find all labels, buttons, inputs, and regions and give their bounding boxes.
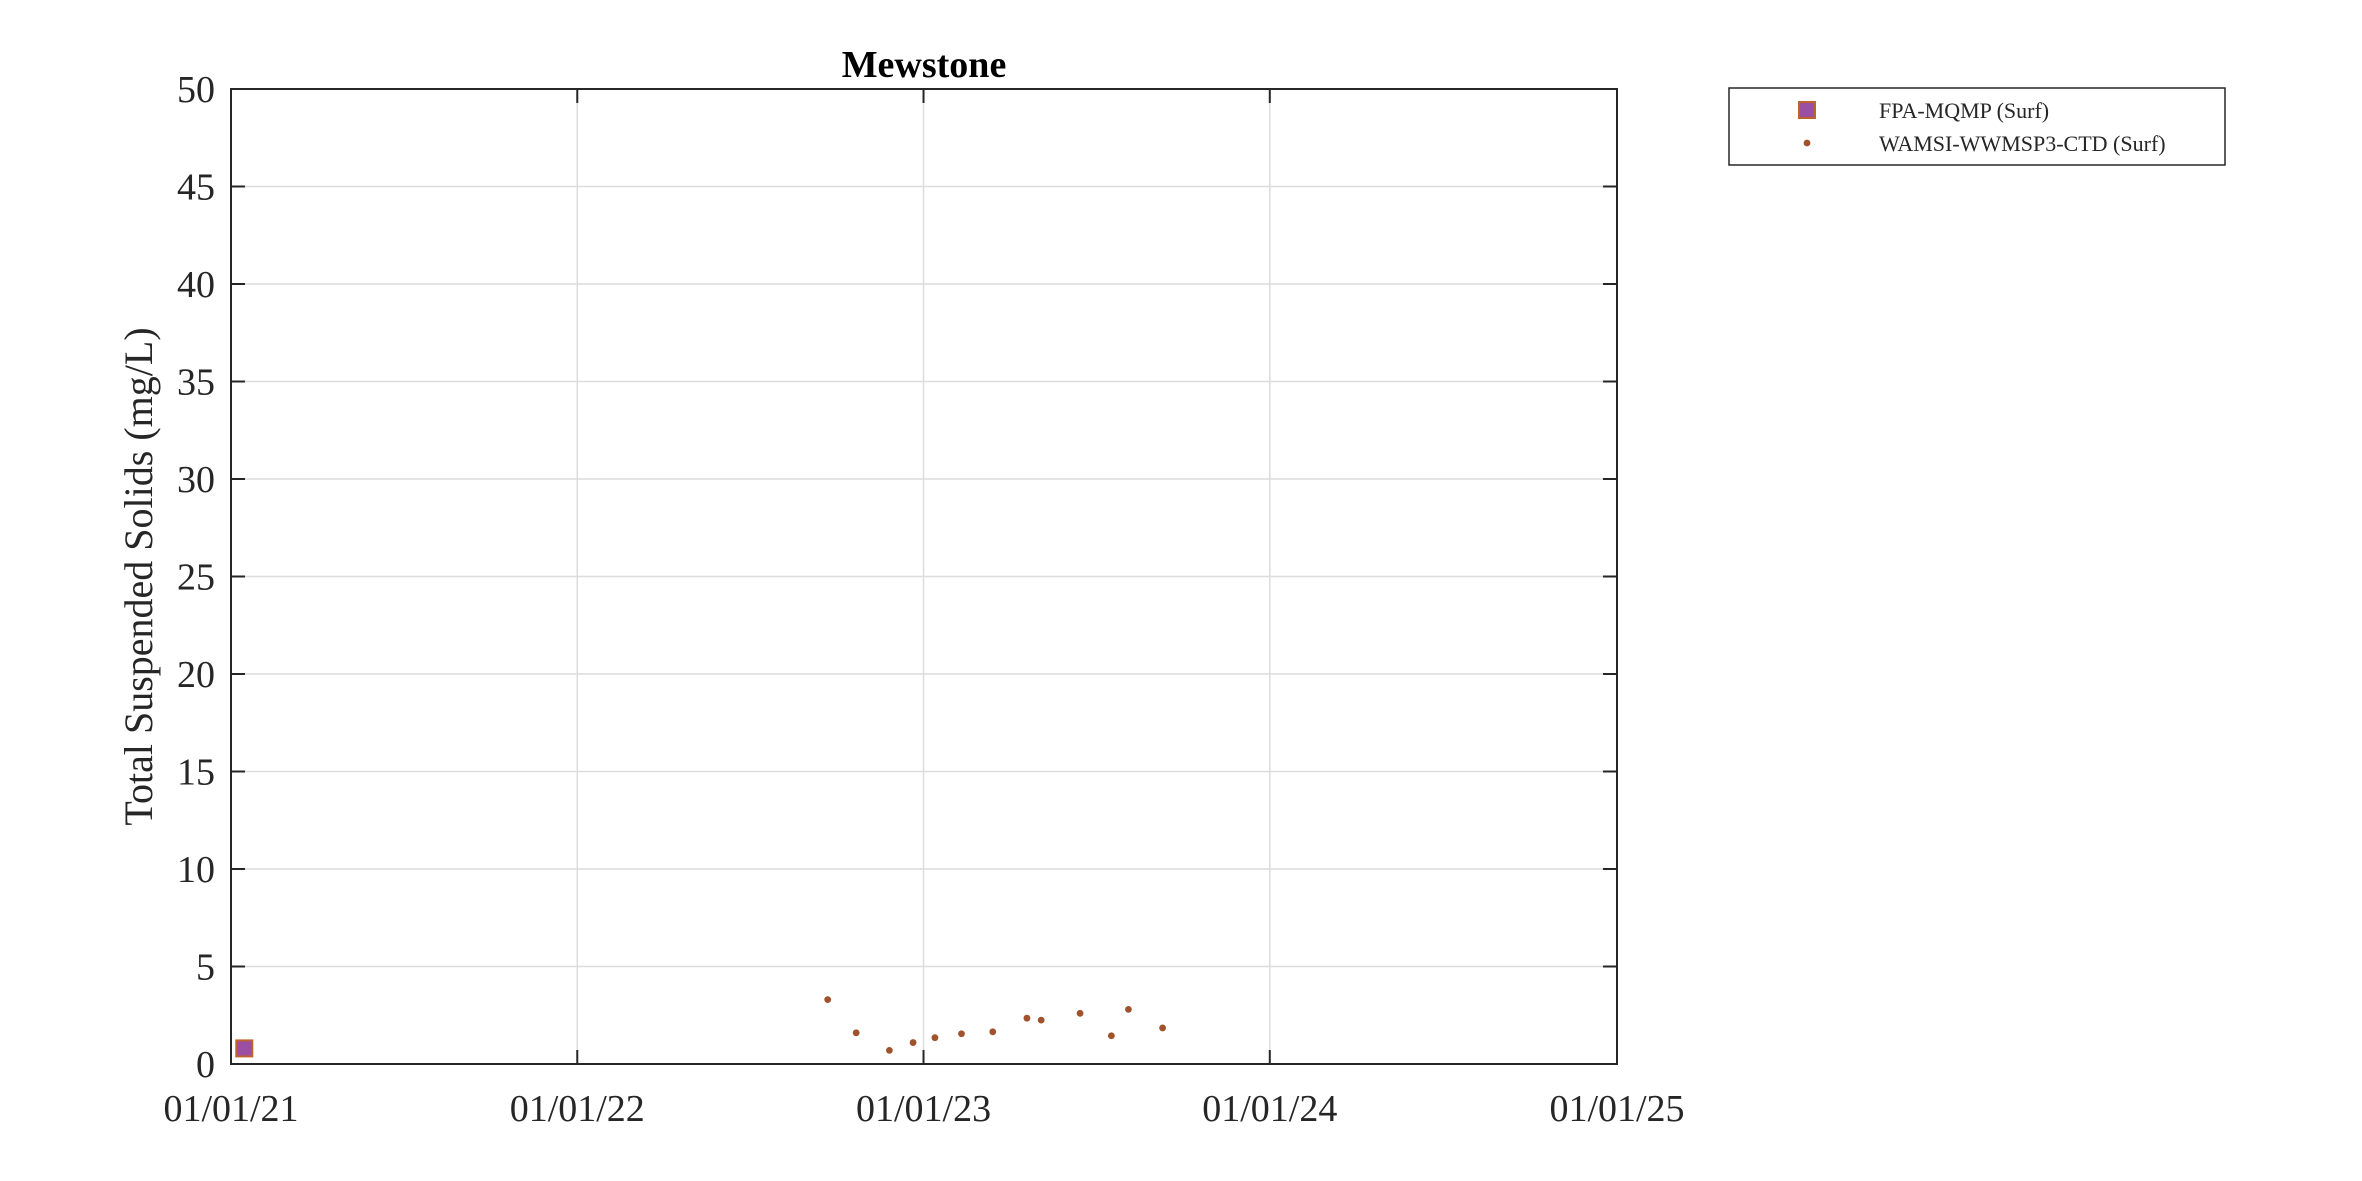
y-tick-label: 30 [177, 459, 215, 501]
legend-item: FPA-MQMP (Surf) [1798, 98, 2049, 123]
data-point [852, 1029, 860, 1037]
data-point [909, 1039, 917, 1046]
series-2 [824, 996, 1166, 1054]
y-axis-label: Total Suspended Solids (mg/L) [116, 327, 161, 825]
y-tick-label: 25 [177, 557, 215, 599]
plot-frame [230, 88, 1618, 1065]
y-tick-label: 35 [177, 362, 215, 404]
y-tick-label: 15 [177, 752, 215, 794]
chart-title: Mewstone [842, 44, 1007, 86]
legend-marker [1798, 101, 1816, 119]
x-tick-labels: 01/01/21 01/01/22 01/01/23 01/01/24 01/01/25 [163, 1088, 1684, 1130]
series-1 [235, 1039, 254, 1058]
data-point [1023, 1014, 1031, 1022]
x-tick-label: 01/01/25 [1549, 1088, 1684, 1130]
data-point [1076, 1009, 1084, 1017]
legend-marker [1803, 139, 1811, 147]
x-tick-label: 01/01/23 [856, 1088, 991, 1130]
x-tick-label: 01/01/21 [163, 1088, 298, 1130]
legend-label: WAMSI-WWMSP3-CTD (Surf) [1879, 131, 2166, 156]
legend: FPA-MQMP (Surf) WAMSI-WWMSP3-CTD (Surf) [1728, 87, 2226, 166]
y-tick-label: 45 [177, 167, 215, 209]
data-point [235, 1039, 254, 1058]
data-points [235, 996, 1166, 1058]
data-point [989, 1028, 997, 1036]
y-tick-label: 0 [196, 1044, 215, 1086]
y-tick-label: 50 [177, 69, 215, 111]
y-tick-label: 10 [177, 849, 215, 891]
x-tick-label: 01/01/22 [510, 1088, 645, 1130]
y-tick-label: 40 [177, 264, 215, 306]
y-tick-labels: 0 5 10 15 20 25 30 35 40 45 50 [177, 69, 215, 1086]
data-point [958, 1030, 965, 1038]
data-point [931, 1034, 939, 1042]
data-point [824, 996, 832, 1004]
data-point [1125, 1006, 1132, 1013]
y-tick-label: 5 [196, 947, 215, 989]
data-point [1159, 1024, 1166, 1032]
data-point [1107, 1032, 1115, 1040]
y-tick-label: 20 [177, 654, 215, 696]
data-point [1037, 1016, 1045, 1024]
legend-label: FPA-MQMP (Surf) [1879, 98, 2049, 123]
legend-item: WAMSI-WWMSP3-CTD (Surf) [1803, 131, 2166, 156]
x-tick-label: 01/01/24 [1202, 1088, 1337, 1130]
data-point [885, 1046, 893, 1054]
legend-box [1728, 87, 2226, 166]
